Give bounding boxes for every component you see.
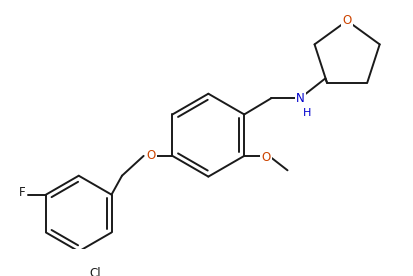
- Text: F: F: [19, 186, 26, 199]
- Text: Cl: Cl: [89, 267, 100, 276]
- Text: O: O: [342, 14, 351, 27]
- Text: H: H: [302, 108, 311, 118]
- Text: O: O: [261, 151, 270, 164]
- Text: O: O: [146, 149, 155, 162]
- Text: N: N: [295, 92, 304, 105]
